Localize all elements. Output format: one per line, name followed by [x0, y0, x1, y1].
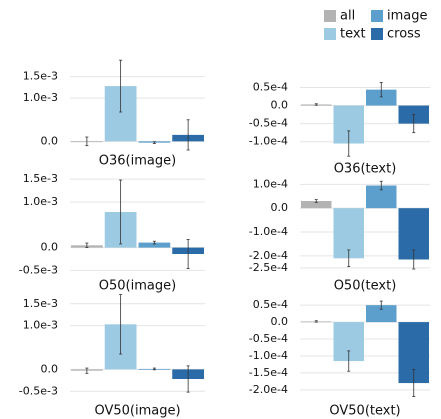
y-tick-label: 1.0e-3 — [23, 91, 58, 104]
y-tick-label: 0.0 — [271, 99, 289, 112]
y-tick-label: 1.0e-3 — [23, 195, 58, 208]
y-tick-label: 1.5e-3 — [23, 172, 58, 185]
bar — [366, 89, 397, 106]
bar — [366, 185, 397, 209]
legend-swatch — [371, 28, 383, 40]
legend-label: text — [340, 27, 366, 42]
x-axis-label: O36(text) — [334, 162, 397, 177]
legend-label: all — [340, 9, 355, 24]
y-tick-label: -1.0e-4 — [249, 349, 288, 362]
y-tick-label: -0.5e-3 — [19, 384, 58, 397]
y-tick-label: 0.5e-4 — [253, 298, 288, 311]
y-tick-label: 1.0e-3 — [23, 319, 58, 332]
x-axis-label: OV50(image) — [94, 404, 180, 419]
y-tick-label: -2.0e-4 — [249, 383, 288, 396]
y-tick-label: -1.0e-4 — [249, 225, 288, 238]
y-tick-label: 0.0 — [41, 134, 59, 147]
legend-label: image — [387, 9, 428, 24]
y-tick-label: 0.0 — [271, 315, 289, 328]
y-tick-label: 1.0e-4 — [253, 177, 288, 190]
legend-swatch — [324, 28, 336, 40]
x-axis-label: OV50(text) — [329, 404, 400, 419]
x-axis-label: O50(text) — [334, 279, 397, 294]
legend-swatch — [371, 10, 383, 22]
y-tick-label: 0.5e-4 — [253, 80, 288, 93]
x-axis-label: O50(image) — [99, 279, 176, 294]
legend-swatch — [324, 10, 336, 22]
y-tick-label: -2.0e-4 — [249, 249, 288, 262]
y-tick-label: 1.5e-3 — [23, 297, 58, 310]
y-tick-label: -0.5e-3 — [19, 263, 58, 276]
y-tick-label: -0.5e-4 — [249, 117, 288, 130]
x-axis-label: O36(image) — [99, 154, 176, 169]
bar — [301, 201, 332, 209]
y-tick-label: -0.5e-4 — [249, 332, 288, 345]
y-tick-label: -1.5e-4 — [249, 366, 288, 379]
y-tick-label: -1.0e-4 — [249, 135, 288, 148]
y-tick-label: -2.5e-4 — [249, 261, 288, 274]
bar — [138, 242, 171, 248]
y-tick-label: 0.0 — [41, 362, 59, 375]
y-tick-label: 1.5e-3 — [23, 70, 58, 83]
legend-label: cross — [387, 27, 421, 42]
y-tick-label: 0.0 — [271, 201, 289, 214]
y-tick-label: 0.0 — [41, 241, 59, 254]
bar — [366, 305, 397, 323]
